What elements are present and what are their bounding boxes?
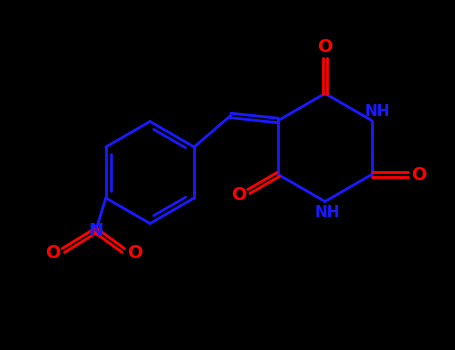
- Text: O: O: [231, 187, 247, 204]
- Text: NH: NH: [365, 104, 390, 119]
- Text: O: O: [318, 38, 333, 56]
- Text: O: O: [45, 244, 60, 262]
- Text: NH: NH: [315, 205, 340, 220]
- Text: O: O: [411, 166, 426, 183]
- Text: N: N: [88, 222, 103, 239]
- Text: O: O: [126, 244, 142, 262]
